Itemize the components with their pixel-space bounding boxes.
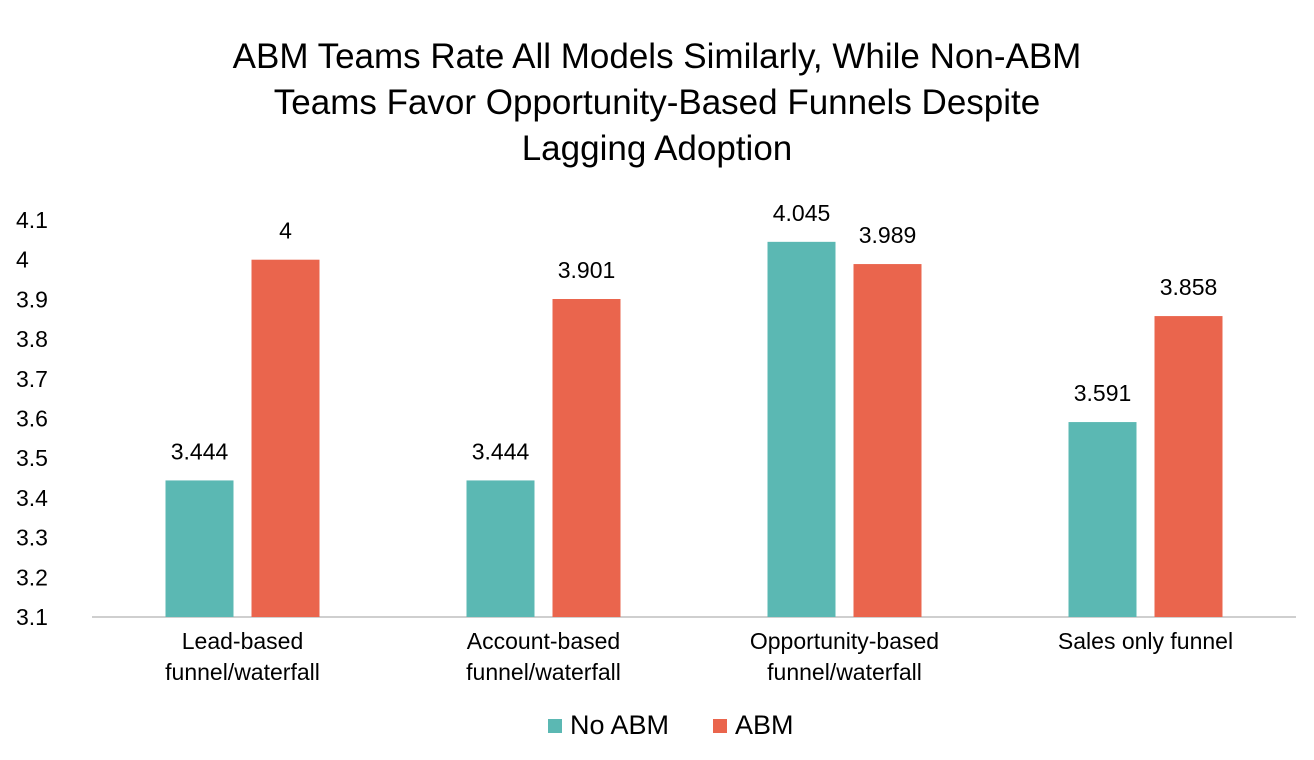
y-tick-label: 3.7	[16, 366, 48, 392]
y-tick-label: 3.4	[16, 485, 48, 511]
x-category-label: Opportunity-based	[750, 628, 939, 654]
y-tick-label: 3.5	[16, 445, 48, 471]
data-label: 3.591	[1074, 380, 1132, 406]
y-tick-label: 3.3	[16, 525, 48, 551]
chart-title-line: Teams Favor Opportunity-Based Funnels De…	[273, 83, 1041, 122]
data-label: 4	[279, 218, 292, 244]
data-label: 3.444	[171, 438, 229, 464]
bar-no-abm	[466, 480, 535, 617]
chart-title-line: Lagging Adoption	[521, 129, 793, 168]
y-tick-label: 3.1	[16, 604, 48, 630]
y-tick-label: 3.9	[16, 286, 48, 312]
legend-swatch	[713, 719, 727, 733]
data-label: 3.444	[472, 438, 530, 464]
y-tick-label: 4	[16, 247, 29, 273]
y-tick-label: 3.6	[16, 406, 48, 432]
x-category-label: Account-based	[467, 628, 620, 654]
bar-abm	[1154, 316, 1223, 617]
x-category-label: funnel/waterfall	[466, 659, 621, 685]
y-tick-label: 3.8	[16, 326, 48, 352]
bar-no-abm	[767, 241, 836, 617]
x-category-label: Sales only funnel	[1058, 628, 1233, 654]
legend-swatch	[548, 719, 562, 733]
legend-label: No ABM	[570, 710, 669, 740]
y-tick-label: 3.2	[16, 564, 48, 590]
legend-label: ABM	[735, 710, 794, 740]
data-label: 3.901	[558, 257, 616, 283]
x-category-label: Lead-based	[182, 628, 304, 654]
chart-title-line: ABM Teams Rate All Models Similarly, Whi…	[232, 37, 1082, 76]
bar-abm	[251, 259, 320, 617]
data-label: 3.858	[1160, 274, 1218, 300]
y-tick-label: 4.1	[16, 207, 48, 233]
bar-abm	[853, 264, 922, 617]
bar-no-abm	[1068, 422, 1137, 617]
x-category-label: funnel/waterfall	[165, 659, 320, 685]
chart-title: ABM Teams Rate All Models Similarly, Whi…	[0, 34, 1314, 172]
data-label: 4.045	[773, 200, 831, 226]
x-category-label: funnel/waterfall	[767, 659, 922, 685]
data-label: 3.989	[859, 222, 917, 248]
bar-no-abm	[165, 480, 234, 617]
bar-abm	[552, 299, 621, 617]
